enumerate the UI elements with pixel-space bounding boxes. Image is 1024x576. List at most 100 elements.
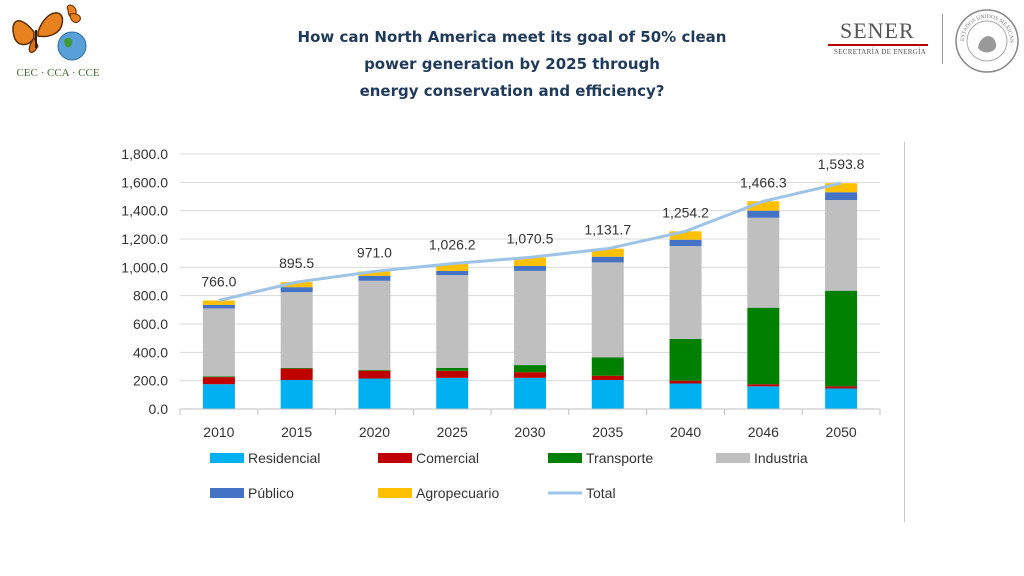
cec-logo: CEC · CCA · CCE bbox=[8, 2, 112, 82]
total-line-layer: 766.0 895.5 971.0 1,026.2 1,070.5 1,131.7 1,25… bbox=[201, 156, 865, 302]
bar-residencial-2015 bbox=[280, 379, 313, 409]
sener-word: SENER bbox=[840, 18, 915, 43]
axis-layer: 0.0 200.0 400.0 600.0 800.0 1,000.0 1,200.0 1,4… bbox=[121, 146, 881, 440]
legend-swatch-público bbox=[210, 488, 244, 498]
bar-agropecuario-2035 bbox=[591, 248, 624, 257]
globe-icon bbox=[57, 31, 87, 61]
total-data-label: 1,026.2 bbox=[429, 237, 476, 253]
bar-industria-2025 bbox=[436, 275, 469, 368]
x-tick-label: 2025 bbox=[437, 424, 468, 440]
y-tick-label: 800.0 bbox=[133, 288, 168, 304]
mexico-seal-icon: ESTADOS UNIDOS MEXICANOS bbox=[954, 8, 1019, 73]
sener-logo: SENER SECRETARÍA DE ENERGÍA ESTADOS UNID… bbox=[824, 8, 1020, 73]
bar-comercial-2030 bbox=[514, 372, 546, 378]
total-data-label: 1,254.2 bbox=[662, 204, 709, 220]
bar-agropecuario-2050 bbox=[825, 183, 858, 193]
y-tick-label: 1,600.0 bbox=[121, 174, 168, 190]
legend-label: Público bbox=[248, 485, 294, 501]
sener-subtitle: SECRETARÍA DE ENERGÍA bbox=[834, 48, 927, 56]
bar-público-2040 bbox=[669, 239, 702, 247]
legend-swatch-transporte bbox=[548, 453, 582, 463]
bar-comercial-2035 bbox=[591, 375, 624, 380]
bar-público-2015 bbox=[280, 287, 313, 293]
bar-público-2025 bbox=[436, 270, 469, 276]
bar-agropecuario-2025 bbox=[436, 263, 469, 271]
title-line-1: How can North America meet its goal of 5… bbox=[297, 28, 727, 46]
y-tick-label: 600.0 bbox=[133, 316, 168, 332]
bar-residencial-2046 bbox=[747, 386, 780, 409]
bar-comercial-2015 bbox=[280, 368, 313, 380]
bar-residencial-2030 bbox=[514, 377, 546, 409]
y-tick-label: 1,000.0 bbox=[121, 259, 168, 275]
y-tick-label: 1,400.0 bbox=[121, 203, 168, 219]
bar-comercial-2020 bbox=[358, 370, 391, 379]
bar-industria-2010 bbox=[202, 308, 235, 377]
y-tick-label: 1,800.0 bbox=[121, 146, 168, 162]
total-data-label: 1,593.8 bbox=[818, 156, 865, 172]
x-tick-label: 2040 bbox=[670, 424, 701, 440]
legend-label: Comercial bbox=[416, 450, 479, 466]
title-line-3: energy conservation and efficiency? bbox=[359, 82, 665, 100]
bar-industria-2046 bbox=[747, 217, 780, 308]
bar-industria-2030 bbox=[514, 270, 546, 366]
bar-agropecuario-2020 bbox=[358, 271, 391, 276]
bar-agropecuario-2015 bbox=[280, 282, 313, 288]
bar-transporte-2030 bbox=[514, 365, 546, 373]
y-tick-label: 1,200.0 bbox=[121, 231, 168, 247]
bar-transporte-2010 bbox=[202, 376, 235, 378]
x-tick-label: 2020 bbox=[359, 424, 390, 440]
x-tick-label: 2035 bbox=[592, 424, 623, 440]
bar-agropecuario-2010 bbox=[202, 300, 235, 305]
y-tick-label: 0.0 bbox=[149, 401, 169, 417]
total-data-label: 895.5 bbox=[279, 255, 314, 271]
legend: Residencial Comercial Transporte Industria P… bbox=[210, 450, 808, 501]
bar-transporte-2025 bbox=[436, 367, 469, 371]
bar-público-2050 bbox=[825, 192, 858, 201]
legend-swatch-comercial bbox=[378, 453, 412, 463]
x-tick-label: 2050 bbox=[826, 424, 857, 440]
total-data-label: 1,070.5 bbox=[507, 230, 554, 246]
bar-transporte-2046 bbox=[747, 307, 780, 385]
sener-underline bbox=[828, 44, 928, 46]
bar-comercial-2046 bbox=[747, 384, 780, 387]
bar-comercial-2050 bbox=[825, 386, 858, 389]
legend-label: Total bbox=[586, 485, 616, 501]
bar-público-2020 bbox=[358, 275, 391, 281]
legend-label: Residencial bbox=[248, 450, 320, 466]
bar-agropecuario-2040 bbox=[669, 231, 702, 240]
logo-separator bbox=[942, 14, 943, 64]
bar-transporte-2020 bbox=[358, 370, 391, 371]
legend-label: Agropecuario bbox=[416, 485, 499, 501]
bar-público-2010 bbox=[202, 304, 235, 309]
page-title: How can North America meet its goal of 5… bbox=[280, 24, 744, 105]
bar-industria-2015 bbox=[280, 292, 313, 368]
bar-residencial-2010 bbox=[202, 384, 235, 409]
total-data-label: 766.0 bbox=[201, 273, 236, 289]
bar-industria-2020 bbox=[358, 280, 391, 371]
bar-transporte-2035 bbox=[591, 357, 624, 376]
bar-residencial-2040 bbox=[669, 383, 702, 409]
bar-comercial-2025 bbox=[436, 370, 469, 378]
total-data-label: 971.0 bbox=[357, 244, 392, 260]
bar-industria-2040 bbox=[669, 246, 702, 339]
total-data-label: 1,466.3 bbox=[740, 174, 787, 190]
legend-swatch-residencial bbox=[210, 453, 244, 463]
bar-público-2046 bbox=[747, 210, 780, 218]
bar-comercial-2010 bbox=[202, 377, 235, 385]
bar-industria-2035 bbox=[591, 262, 624, 358]
x-tick-label: 2015 bbox=[281, 424, 312, 440]
slide-divider-line bbox=[904, 142, 905, 522]
bar-transporte-2040 bbox=[669, 338, 702, 381]
x-tick-label: 2030 bbox=[514, 424, 545, 440]
bar-transporte-2050 bbox=[825, 290, 858, 387]
bar-público-2035 bbox=[591, 256, 624, 263]
y-tick-label: 200.0 bbox=[133, 373, 168, 389]
legend-swatch-agropecuario bbox=[378, 488, 412, 498]
legend-label: Transporte bbox=[586, 450, 653, 466]
x-tick-label: 2010 bbox=[203, 424, 234, 440]
x-tick-label: 2046 bbox=[748, 424, 779, 440]
bar-residencial-2025 bbox=[436, 377, 469, 409]
bar-comercial-2040 bbox=[669, 380, 702, 384]
cec-logo-text: CEC · CCA · CCE bbox=[16, 67, 99, 79]
total-data-label: 1,131.7 bbox=[584, 222, 631, 238]
